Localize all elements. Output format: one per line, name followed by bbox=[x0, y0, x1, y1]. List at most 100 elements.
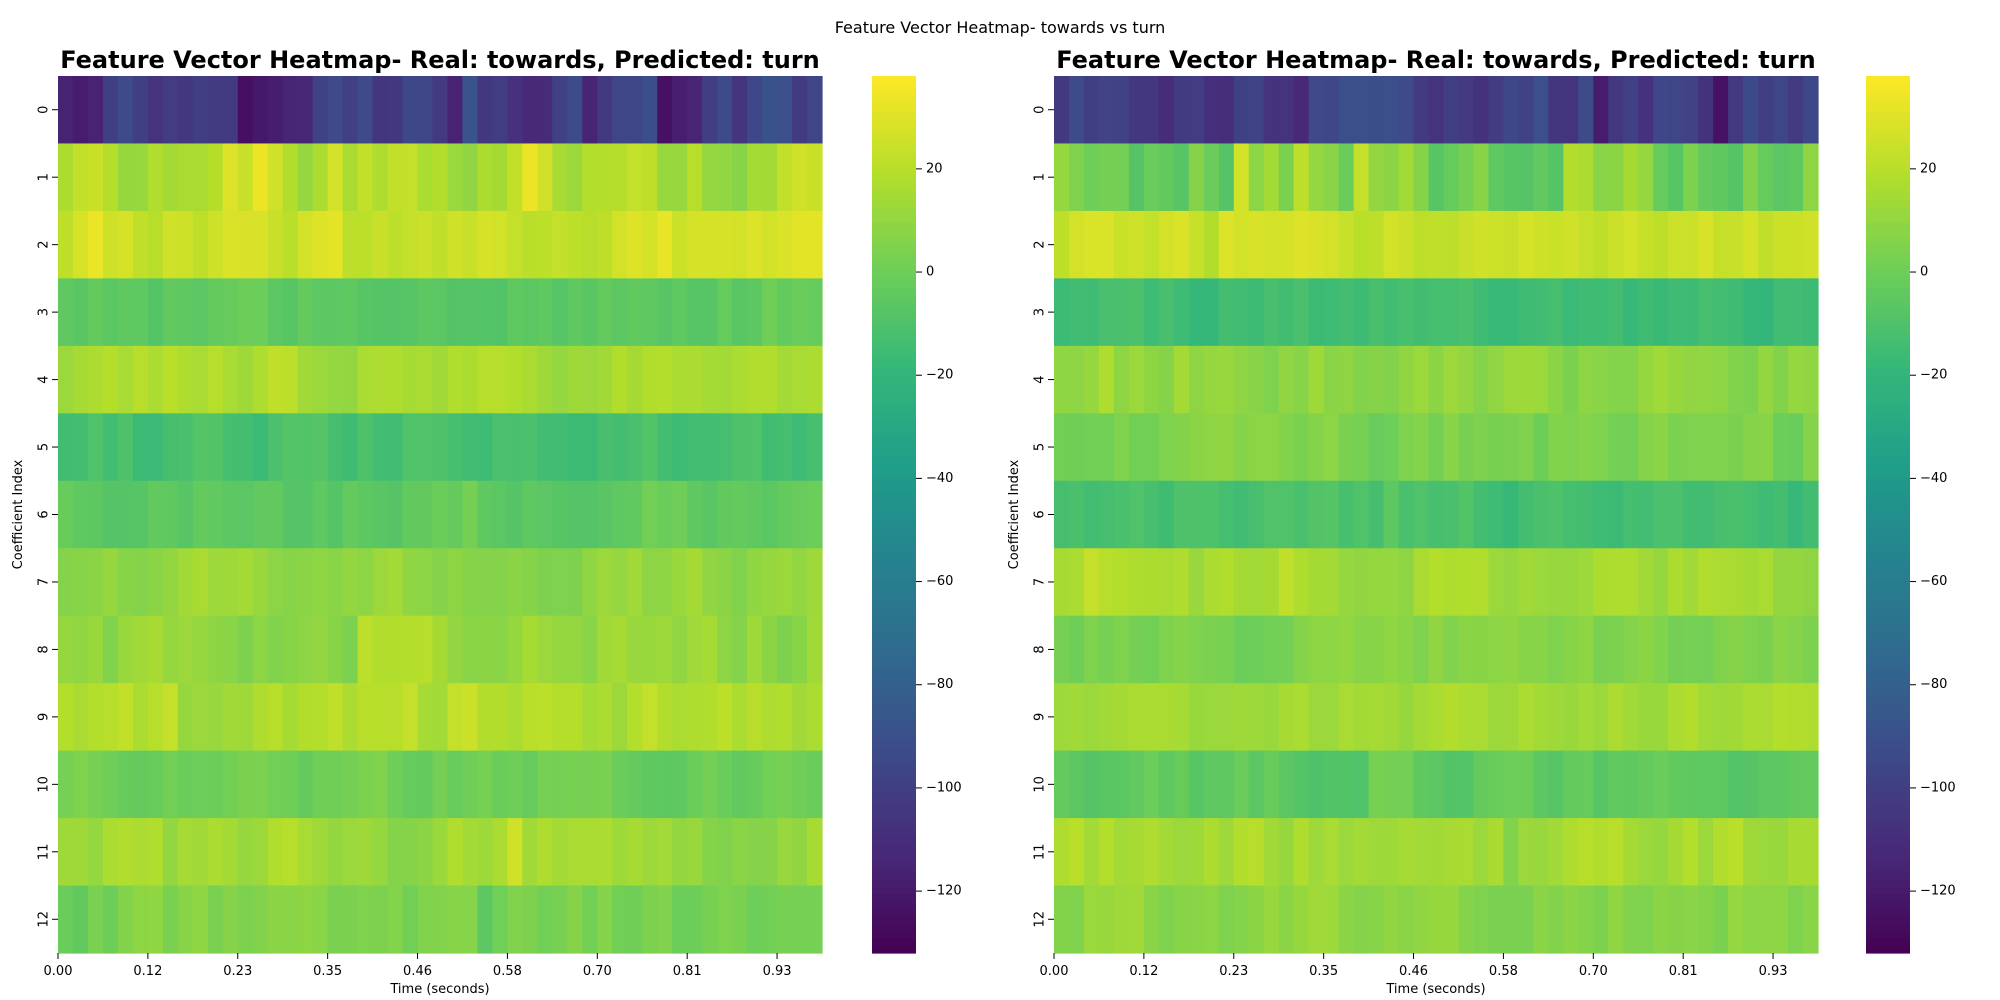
heatmap-cell bbox=[1773, 750, 1789, 819]
heatmap-cell bbox=[72, 143, 89, 212]
heatmap-cell bbox=[237, 278, 254, 347]
heatmap-cell bbox=[777, 413, 793, 482]
heatmap-cell bbox=[1728, 278, 1744, 347]
heatmap-cell bbox=[72, 750, 89, 819]
heatmap-cell bbox=[1398, 818, 1415, 887]
heatmap-cell bbox=[1698, 345, 1714, 414]
heatmap-cell bbox=[372, 750, 389, 819]
heatmap-cell bbox=[522, 76, 538, 145]
heatmap-cell bbox=[1323, 345, 1340, 414]
heatmap-cell bbox=[1398, 548, 1415, 617]
heatmap-cell bbox=[282, 615, 299, 684]
heatmap-cell bbox=[1383, 615, 1400, 684]
heatmap-cell bbox=[1158, 548, 1175, 617]
heatmap-cell bbox=[117, 278, 134, 347]
heatmap-cell bbox=[747, 210, 763, 279]
colorbar-segment bbox=[872, 477, 916, 486]
heatmap-cell bbox=[747, 345, 763, 414]
heatmap-cell bbox=[1278, 615, 1295, 684]
heatmap-cell bbox=[1443, 885, 1460, 954]
heatmap-cell bbox=[1548, 480, 1564, 549]
x-axis-label: Time (seconds) bbox=[1385, 982, 1485, 997]
heatmap-cell bbox=[1278, 683, 1295, 752]
heatmap-cell bbox=[1203, 278, 1220, 347]
y-tick-label: 8 bbox=[1033, 645, 1048, 653]
colorbar-segment bbox=[1866, 448, 1910, 457]
heatmap-cell bbox=[1158, 818, 1175, 887]
heatmap-cell bbox=[462, 143, 479, 212]
heatmap-cell bbox=[1158, 683, 1175, 752]
heatmap-cell bbox=[1248, 548, 1265, 617]
heatmap-cell bbox=[1578, 345, 1594, 414]
heatmap-cell bbox=[357, 143, 374, 212]
heatmap-cell bbox=[1488, 683, 1505, 752]
heatmap-cell bbox=[672, 76, 688, 145]
heatmap-cell bbox=[1503, 818, 1519, 887]
heatmap-cell bbox=[282, 345, 299, 414]
heatmap-cell bbox=[117, 345, 134, 414]
heatmap-cell bbox=[192, 143, 209, 212]
heatmap-cell bbox=[1488, 76, 1505, 145]
colorbar-segment bbox=[1866, 492, 1910, 501]
colorbar-segment bbox=[872, 448, 916, 457]
y-tick-label: 6 bbox=[37, 510, 52, 518]
heatmap-cell bbox=[1083, 278, 1100, 347]
colorbar-segment bbox=[872, 156, 916, 165]
heatmap-cell bbox=[1054, 413, 1070, 482]
heatmap-cell bbox=[657, 683, 673, 752]
heatmap-cell bbox=[372, 278, 389, 347]
heatmap-cell bbox=[72, 278, 89, 347]
y-tick-label: 6 bbox=[1033, 510, 1048, 518]
heatmap-cell bbox=[357, 818, 374, 887]
colorbar-segment bbox=[872, 119, 916, 128]
heatmap-cell bbox=[1593, 480, 1609, 549]
colorbar-segment bbox=[1866, 543, 1910, 552]
heatmap-cell bbox=[387, 818, 404, 887]
heatmap-cell bbox=[1263, 548, 1280, 617]
heatmap-cell bbox=[1563, 480, 1579, 549]
heatmap-cell bbox=[162, 210, 179, 279]
heatmap-cell bbox=[1743, 548, 1759, 617]
heatmap-cell bbox=[1548, 278, 1564, 347]
heatmap-cell bbox=[1293, 210, 1310, 279]
heatmap-cell bbox=[1773, 683, 1789, 752]
heatmap-cell bbox=[1623, 143, 1639, 212]
heatmap-cell bbox=[492, 76, 509, 145]
colorbar-segment bbox=[1866, 134, 1910, 143]
heatmap-cell bbox=[642, 548, 658, 617]
heatmap-cell bbox=[1503, 345, 1519, 414]
heatmap-cell bbox=[1353, 615, 1370, 684]
heatmap-cell bbox=[207, 480, 224, 549]
y-tick-label: 3 bbox=[37, 308, 52, 316]
heatmap-cell bbox=[1158, 143, 1175, 212]
colorbar-segment bbox=[1866, 149, 1910, 157]
colorbar-segment bbox=[1866, 456, 1910, 464]
colorbar-segment bbox=[872, 302, 916, 311]
y-tick-label: 4 bbox=[37, 375, 52, 383]
heatmap-cell bbox=[267, 548, 284, 617]
heatmap-cell bbox=[1473, 480, 1490, 549]
heatmap-cell bbox=[1473, 278, 1490, 347]
y-tick-label: 3 bbox=[1033, 308, 1048, 316]
heatmap-cell bbox=[702, 143, 718, 212]
heatmap-cell bbox=[1428, 278, 1445, 347]
heatmap-cell bbox=[1353, 143, 1370, 212]
y-tick-label: 10 bbox=[1033, 776, 1048, 793]
heatmap-cell bbox=[1473, 76, 1490, 145]
heatmap-cell bbox=[58, 413, 74, 482]
heatmap-cell bbox=[537, 210, 553, 279]
heatmap-cell bbox=[1773, 480, 1789, 549]
y-tick-label: 7 bbox=[1033, 578, 1048, 586]
heatmap-cell bbox=[1188, 548, 1205, 617]
heatmap-cell bbox=[1158, 480, 1175, 549]
heatmap-cell bbox=[1668, 278, 1684, 347]
colorbar-segment bbox=[872, 171, 916, 179]
heatmap-cell bbox=[792, 210, 808, 279]
heatmap-cell bbox=[132, 818, 149, 887]
heatmap-cell bbox=[1083, 210, 1100, 279]
heatmap-cell bbox=[1578, 413, 1594, 482]
heatmap-cell bbox=[1203, 885, 1220, 954]
colorbar-segment bbox=[872, 200, 916, 209]
heatmap-cell bbox=[1713, 76, 1729, 145]
heatmap-cell bbox=[582, 548, 598, 617]
